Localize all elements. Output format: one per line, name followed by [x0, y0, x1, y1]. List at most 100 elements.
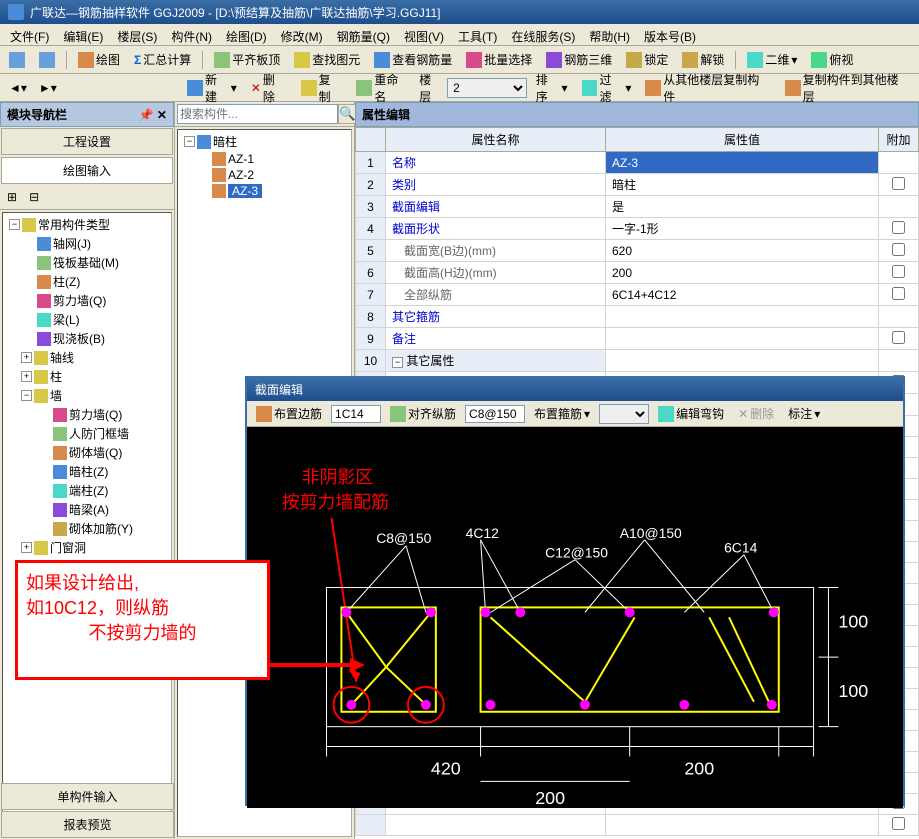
tb-draw[interactable]: 绘图: [73, 48, 125, 71]
toggle-icon[interactable]: +: [21, 371, 32, 382]
tree-group[interactable]: +轴线: [5, 348, 169, 367]
search-input[interactable]: [177, 104, 338, 124]
property-row[interactable]: 5截面宽(B边)(mm)620: [356, 240, 919, 262]
menu-help[interactable]: 帮助(H): [583, 26, 636, 43]
menu-edit[interactable]: 编辑(E): [57, 26, 109, 43]
property-row[interactable]: 1名称AZ-3: [356, 152, 919, 174]
tree-collapse-all[interactable]: ⊟: [24, 187, 44, 207]
tb-undo[interactable]: [4, 49, 30, 71]
sec-align-rebar[interactable]: 对齐纵筋: [385, 402, 461, 425]
cad-svg: 非阴影区 按剪力墙配筋 C8@150 4C12 C12@150 A10@150 …: [247, 427, 903, 808]
menu-floor[interactable]: 楼层(S): [111, 26, 163, 43]
section-editor-window[interactable]: 截面编辑 布置边筋 对齐纵筋 布置箍筋▾ 编辑弯钩 ✕删除 标注▾ 非阴影区 按…: [245, 376, 905, 806]
tree-item[interactable]: 轴网(J): [5, 234, 169, 253]
item-icon: [37, 237, 51, 251]
menu-view[interactable]: 视图(V): [398, 26, 450, 43]
toggle-icon[interactable]: +: [21, 542, 32, 553]
comp-icon: [212, 168, 226, 182]
prop-checkbox[interactable]: [892, 331, 905, 344]
menu-rebar[interactable]: 钢筋量(Q): [331, 26, 396, 43]
property-row[interactable]: 3截面编辑是: [356, 196, 919, 218]
component-item[interactable]: AZ-2: [180, 167, 349, 183]
toggle-icon[interactable]: −: [9, 219, 20, 230]
section-canvas[interactable]: 非阴影区 按剪力墙配筋 C8@150 4C12 C12@150 A10@150 …: [247, 427, 903, 808]
property-row[interactable]: 9备注: [356, 328, 919, 350]
tree-item[interactable]: 暗梁(A): [5, 500, 169, 519]
menu-online[interactable]: 在线服务(S): [505, 26, 581, 43]
prop-checkbox[interactable]: [892, 221, 905, 234]
tree-expand-all[interactable]: ⊞: [2, 187, 22, 207]
tb-batch-select[interactable]: 批量选择: [461, 48, 537, 71]
item-icon: [53, 503, 67, 517]
property-row-group[interactable]: 10− 其它属性: [356, 350, 919, 372]
tab-single-component[interactable]: 单构件输入: [1, 783, 174, 810]
tree-item[interactable]: 剪力墙(Q): [5, 405, 169, 424]
tree-item[interactable]: 端柱(Z): [5, 481, 169, 500]
section-toolbar: 布置边筋 对齐纵筋 布置箍筋▾ 编辑弯钩 ✕删除 标注▾: [247, 401, 903, 427]
property-header: 属性编辑: [355, 102, 919, 127]
menu-version[interactable]: 版本号(B): [638, 26, 702, 43]
tree-group[interactable]: +柱: [5, 367, 169, 386]
tree-item[interactable]: 砌体墙(Q): [5, 443, 169, 462]
tab-report-preview[interactable]: 报表预览: [1, 811, 174, 838]
sec-delete[interactable]: ✕删除: [733, 402, 779, 425]
component-item[interactable]: AZ-1: [180, 151, 349, 167]
menu-tools[interactable]: 工具(T): [452, 26, 503, 43]
sec-align-input[interactable]: [465, 405, 525, 423]
prop-checkbox[interactable]: [892, 265, 905, 278]
prop-checkbox[interactable]: [892, 287, 905, 300]
hook-icon: [658, 406, 674, 422]
property-row[interactable]: 2类别暗柱: [356, 174, 919, 196]
section-titlebar[interactable]: 截面编辑: [247, 378, 903, 401]
toggle-icon[interactable]: +: [21, 352, 32, 363]
menu-file[interactable]: 文件(F): [4, 26, 55, 43]
tree-item[interactable]: 现浇板(B): [5, 329, 169, 348]
sec-edit-hook[interactable]: 编辑弯钩: [653, 402, 729, 425]
property-row[interactable]: 6截面高(H边)(mm)200: [356, 262, 919, 284]
menu-component[interactable]: 构件(N): [165, 26, 218, 43]
search-button[interactable]: 🔍: [338, 104, 357, 124]
item-icon: [37, 275, 51, 289]
tree-item[interactable]: 人防门框墙: [5, 424, 169, 443]
tree-item[interactable]: 筏板基础(M): [5, 253, 169, 272]
toggle-icon[interactable]: −: [21, 390, 32, 401]
toggle-icon[interactable]: −: [392, 357, 403, 368]
sec-edge-rebar[interactable]: 布置边筋: [251, 402, 327, 425]
tree-item[interactable]: 砌体加筋(Y): [5, 519, 169, 538]
tb-nav-fwd[interactable]: ►▾: [34, 78, 62, 98]
prop-checkbox[interactable]: [892, 243, 905, 256]
floor-select[interactable]: 2: [447, 78, 527, 98]
property-row[interactable]: 8其它箍筋: [356, 306, 919, 328]
property-row[interactable]: 4截面形状一字-1形: [356, 218, 919, 240]
tb-nav-back[interactable]: ◄▾: [4, 78, 32, 98]
nav-tree[interactable]: −常用构件类型 轴网(J) 筏板基础(M) 柱(Z) 剪力墙(Q) 梁(L) 现…: [2, 212, 172, 837]
sec-annotate[interactable]: 标注▾: [783, 402, 825, 425]
sec-stirrup[interactable]: 布置箍筋▾: [529, 402, 595, 425]
draw-icon: [78, 52, 94, 68]
component-root[interactable]: −暗柱: [180, 132, 349, 151]
toggle-icon[interactable]: −: [184, 136, 195, 147]
sec-edge-input[interactable]: [331, 405, 381, 423]
tree-item-anzhuz[interactable]: 暗柱(Z): [5, 462, 169, 481]
tree-item[interactable]: 剪力墙(Q): [5, 291, 169, 310]
copy-to-icon: [785, 80, 801, 96]
property-row[interactable]: [356, 815, 919, 836]
property-row[interactable]: 7全部纵筋6C14+4C12: [356, 284, 919, 306]
dim-text: 100: [838, 611, 868, 631]
prop-checkbox[interactable]: [892, 817, 905, 830]
item-icon: [53, 427, 67, 441]
pin-icon[interactable]: 📌 ✕: [139, 108, 167, 122]
tb-redo[interactable]: [34, 49, 60, 71]
menu-modify[interactable]: 修改(M): [275, 26, 329, 43]
component-item-selected[interactable]: AZ-3: [180, 183, 349, 199]
tree-item[interactable]: 梁(L): [5, 310, 169, 329]
prop-checkbox[interactable]: [892, 177, 905, 190]
sec-stirrup-select[interactable]: [599, 404, 649, 424]
tree-item[interactable]: 柱(Z): [5, 272, 169, 291]
tab-project-settings[interactable]: 工程设置: [1, 128, 173, 155]
tab-draw-input[interactable]: 绘图输入: [1, 157, 173, 184]
tree-root[interactable]: −常用构件类型: [5, 215, 169, 234]
menu-draw[interactable]: 绘图(D): [220, 26, 273, 43]
tree-group[interactable]: +门窗洞: [5, 538, 169, 557]
tree-group[interactable]: −墙: [5, 386, 169, 405]
